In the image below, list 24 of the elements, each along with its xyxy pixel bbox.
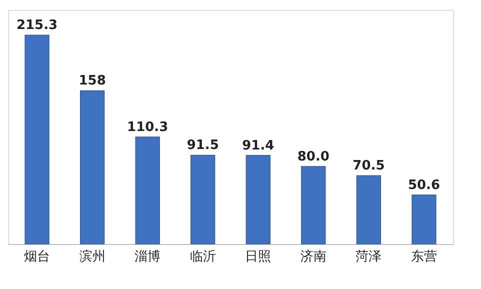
- bar: [135, 136, 160, 244]
- bar: [356, 175, 381, 244]
- bar: [24, 34, 50, 244]
- x-tick-label: 东营: [410, 250, 437, 264]
- data-label: 91.5: [186, 138, 219, 154]
- bar: [412, 194, 436, 244]
- x-tick-label: 日照: [245, 250, 272, 264]
- x-tick-label: 烟台: [24, 250, 50, 264]
- x-tick-label: 滨州: [79, 248, 106, 264]
- data-label: 70.5: [352, 158, 385, 174]
- x-tick-label: 济南: [300, 250, 326, 264]
- data-label: 80.0: [297, 149, 330, 164]
- bar: [246, 155, 270, 244]
- data-label: 50.6: [408, 178, 440, 193]
- data-label: 110.3: [127, 120, 168, 135]
- bar: [80, 90, 105, 244]
- bar: [190, 154, 216, 244]
- x-tick-label: 淄博: [134, 250, 161, 264]
- bar: [301, 166, 326, 244]
- x-tick-label: 菏泽: [356, 250, 382, 264]
- x-tick-label: 临沂: [190, 250, 216, 264]
- data-label: 215.3: [16, 18, 58, 34]
- data-label: 91.4: [242, 138, 274, 154]
- data-label: 158: [78, 74, 106, 89]
